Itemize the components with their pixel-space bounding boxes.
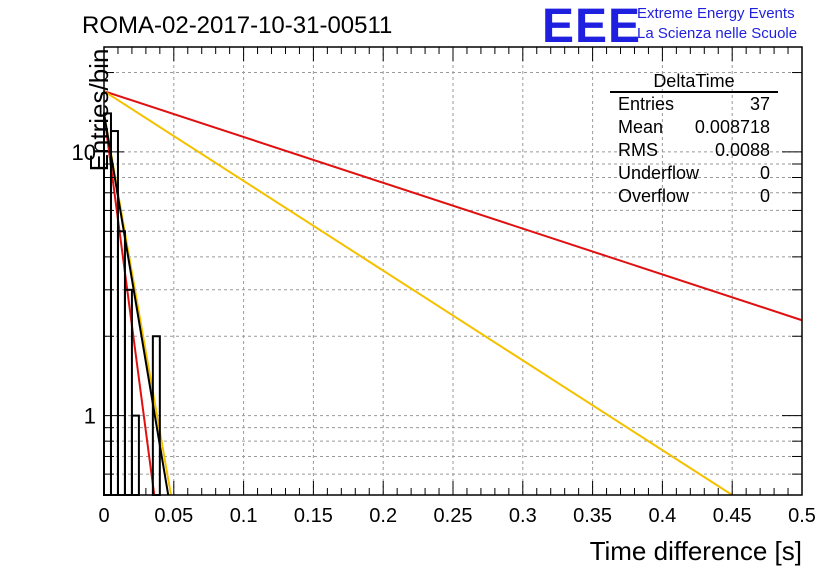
y-tick-label: 1 [84, 404, 96, 429]
x-tick-labels: 0 0.05 0.1 0.15 0.2 0.25 0.3 0.35 0.4 0.45 0.5 [98, 505, 815, 527]
stats-title: DeltaTime [653, 71, 734, 91]
stats-row-value: 0.0088 [715, 140, 770, 160]
stats-box: DeltaTime Entries 37 Mean 0.008718 RMS 0.0088… [610, 71, 778, 206]
stats-row-label: Underflow [618, 163, 700, 183]
x-tick-label: 0.25 [434, 505, 473, 527]
fit-curve-5 [103, 113, 170, 496]
x-tick-label: 0.1 [230, 505, 258, 527]
fit-curve-1 [103, 90, 803, 322]
x-tick-label: 0.5 [788, 505, 816, 527]
axes [103, 46, 803, 496]
x-tick-label: 0 [98, 505, 109, 527]
x-tick-label: 0.35 [573, 505, 612, 527]
stats-row-label: Mean [618, 117, 663, 137]
grid-lines [104, 47, 802, 495]
stats-row-label: RMS [618, 140, 658, 160]
eee-logo: EEE [542, 0, 641, 53]
brand-line-2: La Scienza nelle Scuole [637, 25, 797, 42]
x-tick-label: 0.45 [713, 505, 752, 527]
fit-curve-2 [103, 90, 733, 496]
x-tick-label: 0.15 [294, 505, 333, 527]
brand-line-1: Extreme Energy Events [637, 5, 795, 22]
x-tick-label: 0.05 [154, 505, 193, 527]
stats-row-value: 0.008718 [695, 117, 770, 137]
y-tick-labels: 1 10 [72, 140, 96, 429]
x-axis-label: Time difference [s] [590, 536, 802, 566]
x-tick-label: 0.3 [509, 505, 537, 527]
stats-row-value: 0 [760, 163, 770, 183]
chart-title: ROMA-02-2017-10-31-00511 [82, 12, 392, 39]
stats-row-value: 37 [750, 94, 770, 114]
stats-row-label: Entries [618, 94, 674, 114]
y-axis-label: Entries/bin [84, 49, 114, 172]
x-tick-label: 0.4 [648, 505, 676, 527]
stats-row-value: 0 [760, 186, 770, 206]
stats-row-label: Overflow [618, 186, 690, 206]
stats-rows: Entries 37 Mean 0.008718 RMS 0.0088 Underflow 0… [618, 94, 770, 206]
y-tick-label: 10 [72, 140, 96, 165]
x-tick-label: 0.2 [369, 505, 397, 527]
